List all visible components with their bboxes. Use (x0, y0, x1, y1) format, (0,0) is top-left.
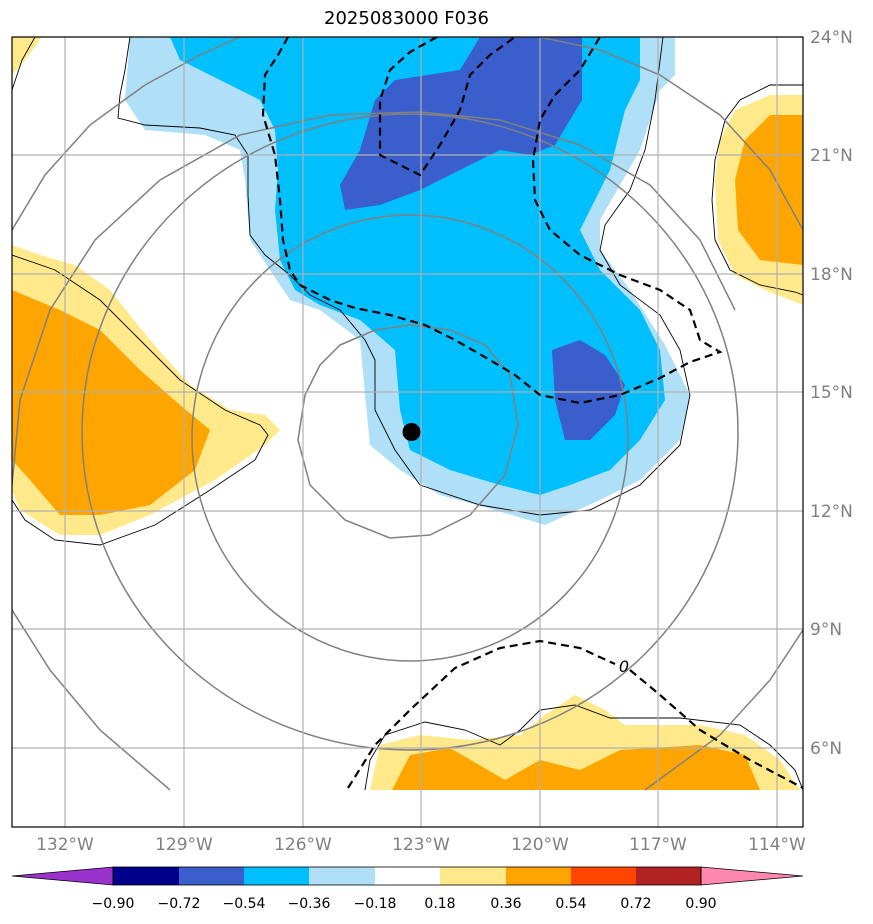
lat-label-21n: 21°N (810, 146, 853, 166)
colorbar-tick-label: −0.54 (223, 896, 266, 912)
colorbar-segment (113, 867, 179, 885)
lon-label-117w: 117°W (629, 835, 687, 855)
colorbar-tick-label: 0.36 (490, 896, 521, 912)
map-title: 2025083000 F036 (324, 8, 489, 29)
graticule (12, 37, 803, 827)
colorbar-tick-label: 0.54 (555, 896, 586, 912)
map-area: 0 (12, 37, 803, 827)
colorbar-tick-label: −0.36 (288, 896, 331, 912)
colorbar-extend-high (700, 866, 804, 886)
positive-field-topleft (12, 37, 42, 75)
colorbar-segment (636, 867, 701, 885)
positive-field-right-orange (735, 115, 803, 265)
lat-label-9n: 9°N (810, 620, 842, 640)
lon-label-120w: 120°W (511, 835, 569, 855)
colorbar-segment (571, 867, 636, 885)
colorbar-segment (375, 867, 440, 885)
colorbar-tick-label: 0.72 (620, 896, 651, 912)
contour-zero-label: 0 (619, 657, 629, 676)
colorbar-tick-label: −0.72 (158, 896, 201, 912)
colorbar-segment (244, 867, 309, 885)
negative-field-medium (170, 37, 665, 495)
negative-field-dark (340, 37, 582, 210)
lon-label-132w: 132°W (36, 835, 94, 855)
lon-label-126w: 126°W (274, 835, 332, 855)
colorbar-segment (179, 867, 244, 885)
lon-label-114w: 114°W (748, 835, 806, 855)
lon-label-123w: 123°W (392, 835, 450, 855)
lat-label-24n: 24°N (810, 28, 853, 48)
colorbar-segment (506, 867, 571, 885)
storm-center-marker (402, 423, 421, 441)
lat-label-15n: 15°N (810, 383, 853, 403)
colorbar-tick-label: −0.90 (92, 896, 135, 912)
colorbar-tick-label: 0.90 (685, 896, 716, 912)
positive-field-bottom-orange (392, 745, 760, 790)
colorbar-extend-low (11, 866, 114, 886)
negative-field-dark-2 (552, 340, 625, 440)
lat-label-18n: 18°N (810, 265, 853, 285)
latitude-labels: 24°N 21°N 18°N 15°N 12°N 9°N 6°N (810, 28, 853, 759)
map-frame (11, 36, 804, 828)
colorbar-tick-label: −0.18 (354, 896, 397, 912)
positive-field-left-orange (12, 290, 210, 515)
colorbar-segment (309, 867, 375, 885)
lat-label-12n: 12°N (810, 502, 853, 522)
colorbar-segment (440, 867, 506, 885)
zero-contours (261, 37, 803, 789)
colorbar-tick-label: 0.18 (424, 896, 455, 912)
lon-label-129w: 129°W (155, 835, 213, 855)
range-rings (12, 37, 803, 791)
longitude-labels: 132°W 129°W 126°W 123°W 120°W 117°W 114°… (36, 835, 806, 855)
lat-label-6n: 6°N (810, 739, 842, 759)
colorbar: −0.90 −0.72 −0.54 −0.36 −0.18 0.18 0.36 … (11, 866, 804, 912)
